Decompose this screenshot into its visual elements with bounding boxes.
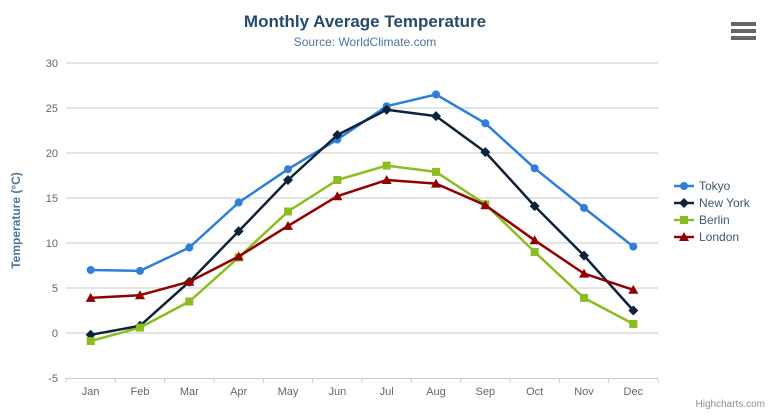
data-point-london[interactable] (184, 276, 195, 286)
data-point-london[interactable] (381, 175, 392, 184)
data-point-berlin[interactable] (432, 167, 440, 176)
data-point-berlin[interactable] (86, 337, 95, 346)
data-point-london[interactable] (431, 178, 441, 188)
data-point-london[interactable] (480, 200, 491, 210)
y-axis-tick-label: 25 (46, 103, 58, 115)
data-point-london[interactable] (529, 235, 540, 245)
legend-item-new-york[interactable]: New York (674, 194, 750, 211)
x-axis-tick-label: Oct (526, 386, 543, 398)
data-point-london[interactable] (135, 290, 145, 300)
data-point-new-york[interactable] (381, 104, 392, 115)
x-axis-tick-label: Nov (574, 386, 594, 398)
series-line-berlin[interactable] (89, 164, 635, 343)
x-axis-tick-label: Feb (131, 386, 150, 398)
y-axis-title: Temperature (°C) (9, 172, 23, 269)
data-point-london[interactable] (283, 220, 293, 230)
data-point-london[interactable] (85, 292, 96, 302)
legend-marker-square-icon (674, 215, 694, 224)
data-point-tokyo[interactable] (481, 119, 490, 128)
data-point-new-york[interactable] (628, 305, 639, 316)
legend-marker-triangle-icon (674, 231, 694, 241)
y-axis-tick-label: 20 (46, 148, 58, 160)
data-point-tokyo[interactable] (234, 198, 243, 207)
data-point-berlin[interactable] (382, 161, 391, 170)
legend-marker (679, 197, 689, 208)
data-point-tokyo[interactable] (432, 90, 440, 99)
data-point-london[interactable] (628, 284, 639, 294)
data-point-tokyo[interactable] (86, 266, 95, 274)
x-axis-tick-label: May (278, 386, 299, 398)
data-point-tokyo[interactable] (185, 243, 194, 252)
data-point-berlin[interactable] (284, 207, 292, 216)
x-axis-tick-label: Jul (380, 386, 394, 398)
data-point-berlin[interactable] (185, 297, 194, 306)
export-menu-button[interactable] (731, 21, 759, 41)
data-point-berlin[interactable] (333, 176, 342, 184)
hamburger-icon (731, 22, 756, 26)
x-axis-tick-label: Dec (624, 386, 644, 398)
x-axis-tick-label: Jan (82, 386, 100, 398)
data-point-tokyo[interactable] (629, 242, 638, 251)
legend-marker (679, 231, 689, 241)
x-axis-tick-label: Sep (476, 386, 496, 398)
series-line-tokyo[interactable] (89, 93, 635, 273)
data-point-new-york[interactable] (529, 201, 540, 212)
legend-label: Berlin (699, 212, 730, 227)
legend-label: Tokyo (699, 178, 731, 193)
data-point-tokyo[interactable] (530, 164, 539, 173)
data-point-berlin[interactable] (580, 293, 588, 302)
data-point-berlin[interactable] (136, 323, 144, 332)
y-axis-tick-label: 0 (52, 328, 58, 340)
legend-marker (680, 181, 688, 190)
legend-marker-circle-icon (674, 181, 694, 190)
data-point-new-york[interactable] (579, 250, 589, 261)
legend-item-london[interactable]: London (674, 228, 750, 245)
series-line-london[interactable] (89, 178, 635, 300)
legend-label: New York (699, 195, 750, 210)
data-point-london[interactable] (579, 268, 589, 278)
legend-label: London (699, 229, 740, 244)
data-point-new-york[interactable] (431, 111, 441, 122)
y-axis-tick-label: -5 (48, 373, 58, 385)
series-line-new-york[interactable] (89, 108, 635, 337)
legend-marker (680, 215, 688, 224)
data-point-tokyo[interactable] (580, 203, 588, 212)
x-axis-tick-label: Apr (230, 386, 247, 398)
y-axis-tick-label: 5 (52, 283, 58, 295)
data-point-tokyo[interactable] (136, 266, 144, 275)
chart-legend: Tokyo New York Berlin London (674, 177, 750, 245)
legend-marker-diamond-icon (674, 197, 694, 208)
data-point-berlin[interactable] (629, 320, 638, 328)
y-axis-tick-label: 10 (46, 238, 58, 250)
y-axis-tick-label: 15 (46, 193, 58, 205)
data-point-new-york[interactable] (480, 147, 491, 158)
data-point-new-york[interactable] (283, 175, 293, 185)
legend-item-tokyo[interactable]: Tokyo (674, 177, 750, 194)
data-point-tokyo[interactable] (284, 165, 292, 174)
x-axis-tick-label: Mar (180, 386, 199, 398)
data-point-london[interactable] (233, 251, 244, 261)
chart-subtitle: Source: WorldClimate.com (293, 35, 437, 49)
data-point-new-york[interactable] (332, 130, 343, 140)
chart-title: Monthly Average Temperature (243, 12, 487, 31)
data-point-new-york[interactable] (233, 226, 244, 237)
hamburger-icon (731, 29, 756, 33)
hamburger-icon (731, 36, 756, 40)
x-axis-tick-label: Aug (426, 386, 446, 398)
data-point-london[interactable] (332, 191, 343, 201)
credits-link[interactable]: Highcharts.com (695, 399, 765, 410)
data-point-berlin[interactable] (530, 248, 539, 256)
legend-item-berlin[interactable]: Berlin (674, 211, 750, 228)
y-axis-tick-label: 30 (46, 58, 58, 70)
x-axis-tick-label: Jun (328, 386, 346, 398)
